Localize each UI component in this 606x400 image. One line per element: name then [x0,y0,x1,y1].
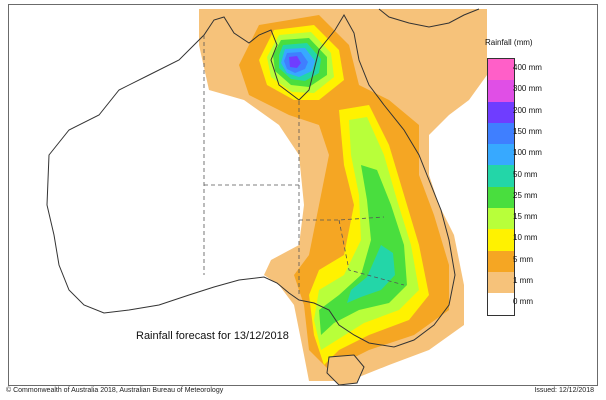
legend-label: 1 mm [513,276,533,285]
legend-label: 100 mm [513,148,542,158]
coastline-png [378,8,480,28]
legend-swatch [488,165,514,187]
legend-swatch [488,186,514,209]
legend-swatch [488,122,514,145]
coastline [46,14,456,348]
legend-label: 25 mm [513,190,538,200]
legend-label: 400 mm [513,63,542,72]
legend-label: 50 mm [513,169,538,179]
issued-date: Issued: 12/12/2018 [534,387,594,394]
legend-label: 10 mm [513,233,538,243]
legend-swatch [488,271,514,294]
legend-swatch [488,229,514,251]
legend-swatch [488,250,514,272]
legend-swatch [488,101,514,123]
legend-label: 0 mm [513,297,533,307]
forecast-title: Rainfall forecast for 13/12/2018 [136,330,289,342]
coastline-tasmania [326,354,365,385]
map-canvas [46,8,487,385]
legend-label: 5 mm [513,254,533,264]
rain-area-25mm [273,38,407,335]
copyright-notice: © Commonwealth of Australia 2018, Austra… [6,387,224,394]
legend-title: Rainfall (mm) [485,38,533,47]
legend-color-bar [487,58,515,316]
legend-swatch [488,59,514,81]
legend-swatch [488,80,514,102]
legend-label: 15 mm [513,212,538,222]
legend-swatch [488,208,514,230]
legend-swatch [488,293,514,315]
legend-label: 150 mm [513,126,542,136]
legend-swatch [488,144,514,166]
state-borders [203,35,405,295]
legend-label: 300 mm [513,84,542,94]
legend-label: 200 mm [513,105,542,115]
rain-area-200mm [289,56,301,68]
